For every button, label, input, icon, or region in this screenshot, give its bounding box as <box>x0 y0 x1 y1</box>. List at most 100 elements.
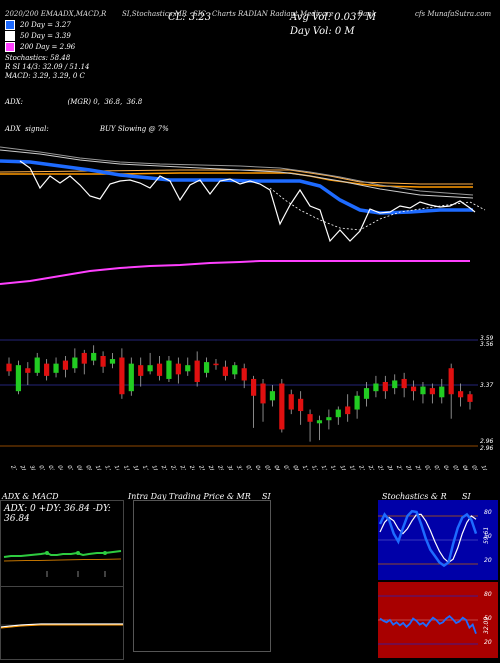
stoch-panel: 80 50 20 59.61 <box>378 500 498 580</box>
date-label: 21 Nov <box>357 465 370 470</box>
date-label: 29 Oct <box>216 465 228 470</box>
date-label: 27 Sep <box>9 465 21 470</box>
candle-body <box>448 368 454 395</box>
date-label: 18 Nov <box>338 465 351 470</box>
header-sic-label: SIC <box>193 10 206 18</box>
rsi-tick-80: 80 <box>484 591 492 598</box>
candle-body <box>279 383 285 430</box>
avg-vol-label: Avg Vol: 0.037 M <box>290 12 377 23</box>
adx-summary-line: ADX: (MGR) 0, 36.8, 36.8 <box>5 98 143 106</box>
candle-body <box>307 414 313 422</box>
macd-line <box>0 623 123 628</box>
date-label: 03 Oct <box>47 465 59 470</box>
macd-summary-line: MACD: 3.29, 3.29, 0 C <box>5 72 85 80</box>
candle-body <box>166 360 172 379</box>
date-label: 14 Oct <box>113 465 125 470</box>
date-label: 25 Nov <box>376 465 389 470</box>
date-label: 09 Dec <box>470 465 482 470</box>
date-label: 19 Nov <box>348 465 361 470</box>
date-label: 06 Nov <box>273 465 286 470</box>
rsi-svg: 80 50 20 32.09 <box>378 591 492 646</box>
date-label: 13 Nov <box>320 465 333 470</box>
candle-body <box>335 409 341 418</box>
stoch-svg: 80 50 20 59.61 <box>378 509 492 568</box>
date-label: 05 Nov <box>263 465 276 470</box>
rsi-line <box>379 615 477 635</box>
stoch-summary: Stochastics: 58.48 R SI 14/3: 32.09 / 51… <box>5 54 89 81</box>
candle-body <box>251 378 257 396</box>
rsi-summary-line: R SI 14/3: 32.09 / 51.14 <box>5 63 90 71</box>
header-stoch-label: SI,Stochastics,MR <box>122 10 188 18</box>
ema50-line <box>0 149 474 199</box>
adx-markers <box>45 551 107 555</box>
candle-body <box>128 363 134 392</box>
date-label: 25 Oct <box>197 465 209 470</box>
header-charts-label: Charts RADIAN <box>212 10 268 18</box>
candle-body <box>119 357 125 395</box>
candle-body <box>175 363 181 375</box>
date-label: 23 Oct <box>178 465 190 470</box>
date-label: 14 Nov <box>329 465 342 470</box>
candle-body <box>467 394 473 402</box>
rsi-tick-50: 50 <box>484 615 492 622</box>
ytick-label: 2.96 <box>480 445 494 452</box>
candle-body <box>373 383 379 392</box>
header-indicators-label: ADX,MACD,R <box>58 10 107 18</box>
candle-body <box>100 356 106 367</box>
ema200-legend-item: 200 Day = 2.96 <box>5 41 75 52</box>
date-label: 10 Oct <box>94 465 106 470</box>
date-label: 06 Dec <box>461 465 473 470</box>
price-chart: 3.59 3.56 3.37 2.96 2.96 27 Sep28 Sep30 … <box>0 146 494 470</box>
date-label: 05 Dec <box>451 465 463 470</box>
date-label: 03 Dec <box>432 465 444 470</box>
candle-body <box>138 365 144 376</box>
adx-marker <box>76 551 80 555</box>
candle-body <box>81 352 87 364</box>
header-bank-label: Bank <box>358 10 377 18</box>
date-label: 28 Oct <box>207 465 219 470</box>
ema50-line-2 <box>0 146 474 196</box>
adx-marker <box>103 551 107 555</box>
date-label: 08 Oct <box>75 465 87 470</box>
day-vol-label: Day Vol: 0 M <box>290 26 355 37</box>
date-label: 01 Nov <box>244 465 257 470</box>
date-label: 12 Nov <box>310 465 323 470</box>
intraday-si-label: SI <box>262 492 271 501</box>
candle-body <box>354 395 360 410</box>
date-label: 15 Oct <box>122 465 134 470</box>
date-label: 07 Oct <box>66 465 78 470</box>
stoch-value-label: 59.61 <box>483 527 490 544</box>
adx-signal-line: ADX signal: BUY Slowing @ 7% <box>5 125 169 133</box>
candle-body <box>260 383 266 404</box>
ema50-legend-label: 50 Day = 3.39 <box>20 31 71 40</box>
candle-body <box>439 386 445 398</box>
candle-body <box>345 406 351 415</box>
date-label: 04 Nov <box>254 465 267 470</box>
ema200-swatch <box>5 41 15 52</box>
trend-dashed-line <box>269 187 486 231</box>
candle-body <box>232 365 238 375</box>
date-label: 30 Sep <box>28 465 40 470</box>
date-label: 16 Oct <box>131 465 143 470</box>
candle-body <box>213 363 219 366</box>
date-labels: 27 Sep28 Sep30 Sep01 Oct03 Oct04 Oct07 O… <box>9 465 492 470</box>
stoch-tick-20: 20 <box>484 557 492 564</box>
date-label: 11 Nov <box>301 465 314 470</box>
candle-body <box>53 363 59 373</box>
ytick-label: 3.59 <box>480 335 494 342</box>
stoch-panel-title: Stochastics & R <box>382 492 447 501</box>
date-label: 24 Oct <box>188 465 200 470</box>
date-label: 09 Oct <box>84 465 96 470</box>
date-label: 07 Nov <box>282 465 295 470</box>
date-label: 10 Dec <box>480 465 492 470</box>
date-label: 04 Oct <box>56 465 68 470</box>
macd-signal-line <box>0 624 123 629</box>
date-label: 21 Oct <box>160 465 172 470</box>
date-label: 26 Nov <box>385 465 398 470</box>
ytick-label: 3.56 <box>480 341 494 348</box>
macd-panel <box>0 586 124 660</box>
candle-body <box>194 360 200 382</box>
candle-body <box>410 386 417 392</box>
date-label: 31 Oct <box>235 465 247 470</box>
price-ylabels: 3.59 3.56 3.37 2.96 2.96 <box>480 335 494 452</box>
